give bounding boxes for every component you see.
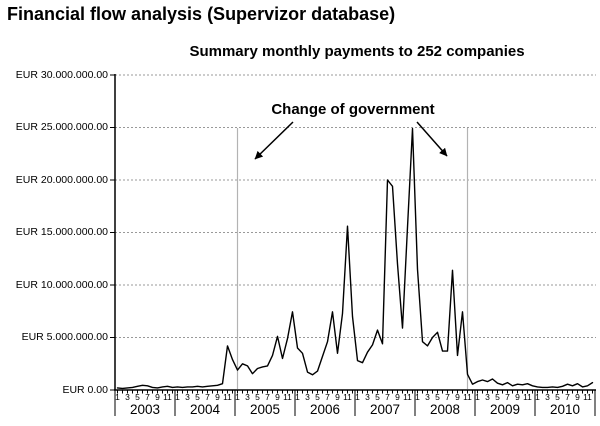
month-tick-label: 1 [355,392,360,402]
month-tick-label: 7 [265,392,270,402]
year-label: 2004 [189,402,221,417]
month-tick-label: 3 [305,392,310,402]
y-axis-label: EUR 25.000.000.00 [15,121,108,133]
month-tick-label: 11 [583,392,592,402]
annotation-change-of-government: Change of government [271,101,435,118]
arrow-left-icon [254,121,294,160]
month-tick-label: 3 [125,392,130,402]
month-tick-label: 5 [255,392,260,402]
month-tick-label: 9 [215,392,220,402]
y-axis-label: EUR 15.000.000.00 [15,226,108,238]
year-label: 2006 [309,402,341,417]
month-tick-label: 11 [163,392,172,402]
y-axis-label: EUR 30.000.000.00 [15,68,108,81]
year-label: 2007 [369,402,401,417]
month-tick-label: 7 [325,392,330,402]
y-axis-label: EUR 20.000.000.00 [15,173,108,186]
month-tick-label: 11 [223,392,232,402]
month-tick-label: 9 [275,392,280,402]
y-axis-label: EUR 5.000.000.00 [21,331,108,343]
month-tick-label: 3 [545,392,550,402]
month-tick-label: 1 [295,392,300,402]
month-tick-label: 7 [445,392,450,402]
month-tick-label: 7 [205,392,210,402]
chart-title: Summary monthly payments to 252 companie… [189,43,525,60]
month-tick-label: 5 [375,392,380,402]
arrow-right-icon [416,121,448,157]
month-tick-label: 5 [315,392,320,402]
month-tick-label: 5 [435,392,440,402]
year-label: 2008 [429,402,461,417]
month-tick-label: 9 [515,392,520,402]
month-tick-label: 7 [505,392,510,402]
year-label: 2005 [249,402,281,417]
month-tick-label: 1 [475,392,480,402]
month-tick-label: 3 [245,392,250,402]
month-tick-label: 9 [155,392,160,402]
month-tick-label: 11 [343,392,352,402]
month-tick-label: 11 [283,392,292,402]
month-tick-label: 5 [495,392,500,402]
month-tick-label: 1 [235,392,240,402]
month-tick-label: 1 [175,392,180,402]
month-tick-label: 3 [425,392,430,402]
month-tick-label: 7 [145,392,150,402]
month-tick-label: 1 [415,392,420,402]
month-tick-label: 1 [535,392,540,402]
y-axis-label: EUR 10.000.000.00 [15,278,108,291]
month-tick-label: 1 [115,392,120,402]
month-tick-label: 11 [403,392,412,402]
month-tick-label: 11 [463,392,472,402]
page-title: Financial flow analysis (Supervizor data… [7,4,396,24]
year-label: 2010 [549,402,581,417]
month-tick-label: 9 [575,392,580,402]
y-axis-label: EUR 0.00 [62,383,108,396]
month-tick-label: 9 [455,392,460,402]
year-label: 2003 [129,402,161,417]
month-tick-label: 5 [195,392,200,402]
month-tick-label: 7 [565,392,570,402]
month-tick-label: 3 [485,392,490,402]
year-label: 2009 [489,402,521,417]
month-tick-label: 3 [185,392,190,402]
month-tick-label: 5 [135,392,140,402]
month-tick-label: 11 [523,392,532,402]
data-line [116,127,594,390]
month-tick-label: 3 [365,392,370,402]
month-tick-label: 9 [395,392,400,402]
month-tick-label: 5 [555,392,560,402]
month-tick-label: 7 [385,392,390,402]
month-tick-label: 9 [335,392,340,402]
